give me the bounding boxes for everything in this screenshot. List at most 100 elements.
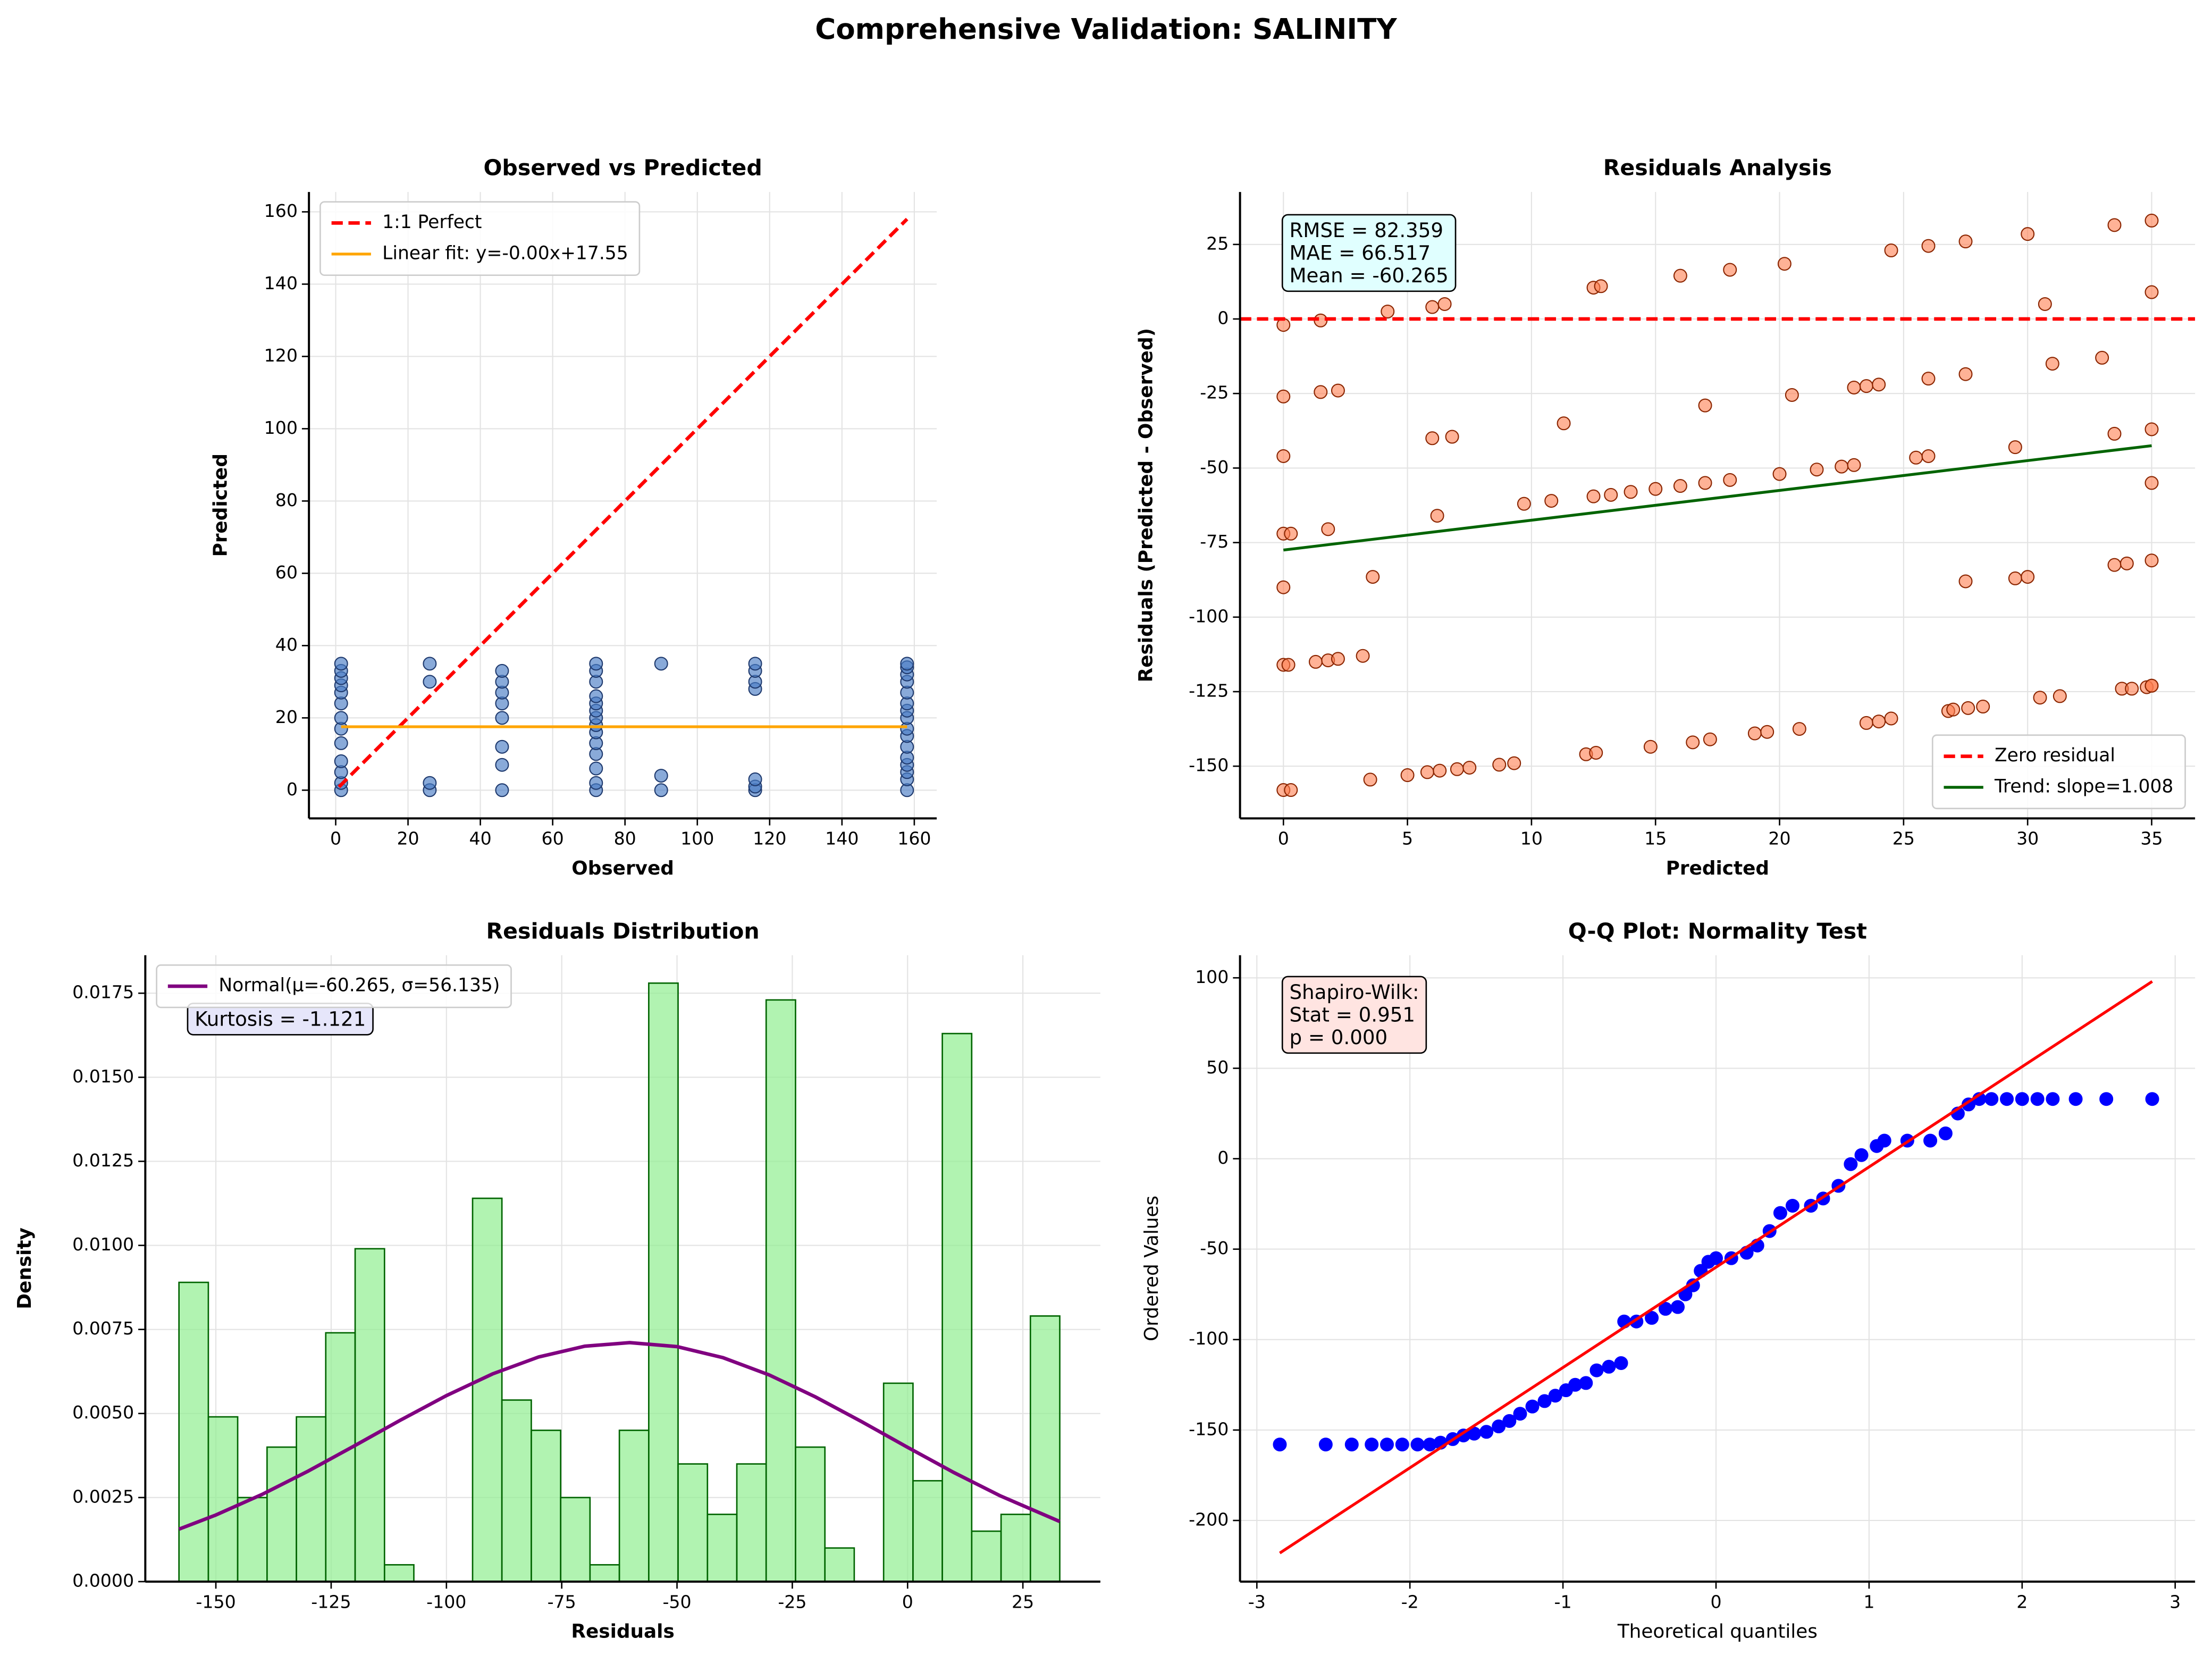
data-point: [2144, 678, 2159, 693]
data-point: [1507, 756, 1521, 770]
data-point: [1624, 485, 1638, 499]
data-point: [1579, 1376, 1593, 1390]
data-point: [423, 675, 437, 689]
data-point: [495, 740, 509, 754]
y-tick-label: 0.0125: [72, 1150, 134, 1171]
histogram-bar: [501, 1399, 532, 1582]
data-point: [1479, 1425, 1494, 1439]
y-tick-label: -150: [1189, 755, 1229, 776]
histogram-bar: [941, 1032, 973, 1582]
x-tick-label: 0: [1710, 1591, 1721, 1612]
y-tick-label: 60: [275, 562, 298, 583]
data-point: [1366, 570, 1380, 584]
y-tick-label: -200: [1189, 1509, 1229, 1530]
data-point: [1281, 658, 1296, 672]
data-point: [1792, 722, 1806, 736]
x-tick-label: -50: [662, 1591, 691, 1612]
y-axis-label: Density: [14, 1228, 36, 1309]
x-tick-label: 40: [469, 828, 491, 849]
data-point: [2045, 357, 2059, 371]
data-point: [1909, 450, 1923, 465]
data-point: [1958, 574, 1973, 589]
text-box-frame: [1281, 976, 1427, 1054]
data-point: [2008, 571, 2022, 585]
data-point: [1921, 449, 1936, 463]
text-box-frame: [1281, 214, 1457, 292]
legend: Zero residual Trend: slope=1.008: [1931, 734, 2186, 810]
data-point: [423, 657, 437, 671]
legend: Normal(μ=-60.265, σ=56.135): [156, 964, 512, 1009]
data-point: [1276, 449, 1291, 463]
data-point: [2144, 213, 2159, 228]
data-point: [1810, 463, 1824, 477]
data-point: [1430, 509, 1444, 523]
x-tick-label: 35: [2140, 828, 2163, 849]
histogram-bar: [882, 1382, 914, 1582]
data-point: [1395, 1438, 1409, 1452]
data-point: [1773, 1206, 1787, 1220]
data-point: [423, 776, 437, 790]
x-tick-label: 3: [2169, 1591, 2181, 1612]
data-point: [748, 772, 762, 786]
legend-frame: [1931, 734, 2186, 810]
line-series: [178, 1341, 1061, 1531]
data-point: [495, 758, 509, 772]
data-point: [1772, 467, 1787, 481]
data-point: [334, 754, 348, 768]
histogram-bar: [795, 1446, 826, 1582]
data-point: [589, 776, 603, 790]
x-tick-label: 25: [1893, 828, 1915, 849]
data-point: [1703, 732, 1717, 746]
y-tick-label: 120: [264, 345, 298, 366]
x-tick-label: -75: [548, 1591, 576, 1612]
y-tick-label: 40: [275, 634, 298, 655]
histogram-bar: [765, 999, 796, 1582]
subplot: -150 -125 -100 -75 -50 -25 0 25 0.0000 0.0025 0.00…: [14, 918, 1100, 1643]
data-point: [654, 783, 668, 797]
data-point: [2038, 297, 2052, 311]
data-point: [1859, 379, 1873, 393]
data-point: [1698, 398, 1712, 413]
data-point: [1645, 1310, 1659, 1325]
x-tick-label: 15: [1644, 828, 1667, 849]
data-point: [1513, 1407, 1527, 1421]
data-point: [1537, 1394, 1552, 1408]
y-tick-label: -25: [1200, 382, 1229, 403]
data-point: [2144, 285, 2159, 299]
data-point: [1544, 494, 1559, 508]
x-tick-label: 20: [1768, 828, 1790, 849]
subplot: -3 -2 -1 0 1 2 3 -200 -150 -100 -50 0 50 100 Q-Q Plot:…: [1141, 918, 2196, 1643]
x-tick-label: 5: [1402, 828, 1413, 849]
data-point: [1321, 522, 1335, 536]
data-point: [2107, 218, 2122, 232]
histogram-bar: [207, 1416, 239, 1582]
data-point: [1602, 1359, 1616, 1374]
data-point: [1923, 1133, 1938, 1148]
data-point: [1284, 526, 1298, 541]
data-point: [2000, 1092, 2014, 1106]
data-point: [495, 663, 509, 678]
x-tick-label: 0: [1278, 828, 1289, 849]
data-point: [2053, 689, 2067, 703]
x-tick-label: 2: [2016, 1591, 2028, 1612]
data-point: [1450, 762, 1464, 776]
data-point: [1946, 702, 1961, 717]
data-point: [1673, 479, 1687, 493]
data-point: [2145, 1092, 2159, 1106]
data-point: [1709, 1251, 1723, 1265]
x-tick-label: 80: [614, 828, 636, 849]
data-point: [1760, 725, 1774, 739]
data-point: [1614, 1356, 1628, 1370]
data-point: [1284, 783, 1298, 797]
data-point: [1958, 234, 1973, 249]
data-point: [1673, 268, 1687, 283]
data-point: [1331, 383, 1345, 398]
data-point: [2120, 556, 2134, 570]
histogram-bar: [1000, 1514, 1031, 1582]
y-tick-label: 20: [275, 707, 298, 727]
data-point: [1604, 488, 1618, 502]
data-point: [2099, 1092, 2114, 1106]
x-axis-label: Observed: [571, 858, 674, 879]
histogram-bar: [266, 1446, 297, 1582]
data-point: [1425, 300, 1440, 314]
